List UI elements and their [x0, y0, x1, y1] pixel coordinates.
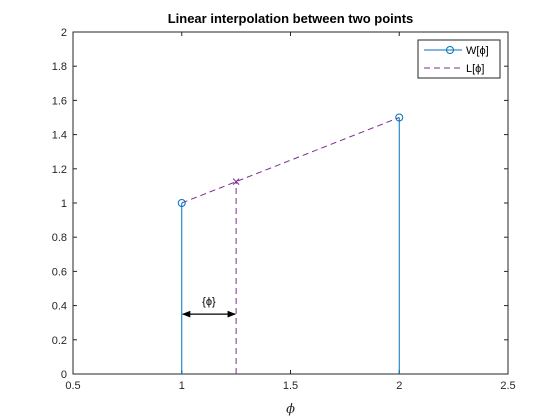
legend-w-label: W[ϕ]: [466, 45, 489, 57]
w-circle-marker: [177, 199, 186, 207]
y-axis-ticks: 0 0.2 0.4 0.6 0.8 1 1.2 1.4 1.6 1.8 2: [52, 27, 508, 381]
x-axis-ticks: 0.5 1 1.5 2 2.5: [65, 32, 516, 392]
plot-area: [72, 31, 509, 375]
x-tick-label: 0.5: [65, 380, 80, 392]
y-tick-label: 1: [61, 198, 67, 210]
legend-l-label: L[ϕ]: [466, 63, 484, 75]
y-tick-label: 0.4: [52, 301, 67, 313]
annotation-label: {ϕ}: [202, 296, 216, 308]
legend-box: [417, 39, 501, 79]
y-tick-label: 0.2: [52, 335, 67, 347]
y-tick-label: 1.2: [52, 164, 67, 176]
x-axis-label: ϕ: [286, 402, 295, 417]
l-x-marker: [232, 178, 240, 185]
x-tick-label: 2.5: [500, 380, 515, 392]
y-tick-label: 2: [61, 27, 67, 39]
l-interpolation-line: [181, 117, 400, 204]
y-tick-label: 1.8: [52, 61, 67, 73]
legend-w-marker: [446, 46, 454, 54]
y-tick-label: 1.4: [52, 130, 67, 142]
y-tick-label: 0: [61, 369, 67, 381]
annotation-layer: {ϕ}: [181, 296, 236, 318]
x-tick-label: 1.5: [283, 380, 298, 392]
y-tick-label: 1.6: [52, 95, 67, 107]
w-circle-marker: [395, 113, 404, 122]
legend: W[ϕ] L[ϕ]: [417, 39, 501, 79]
y-tick-label: 0.6: [52, 266, 67, 278]
series-layer: [177, 113, 404, 374]
x-tick-label: 1: [179, 380, 185, 392]
x-tick-label: 2: [396, 380, 402, 392]
chart-title: Linear interpolation between two points: [168, 11, 414, 26]
y-tick-label: 0.8: [52, 232, 67, 244]
